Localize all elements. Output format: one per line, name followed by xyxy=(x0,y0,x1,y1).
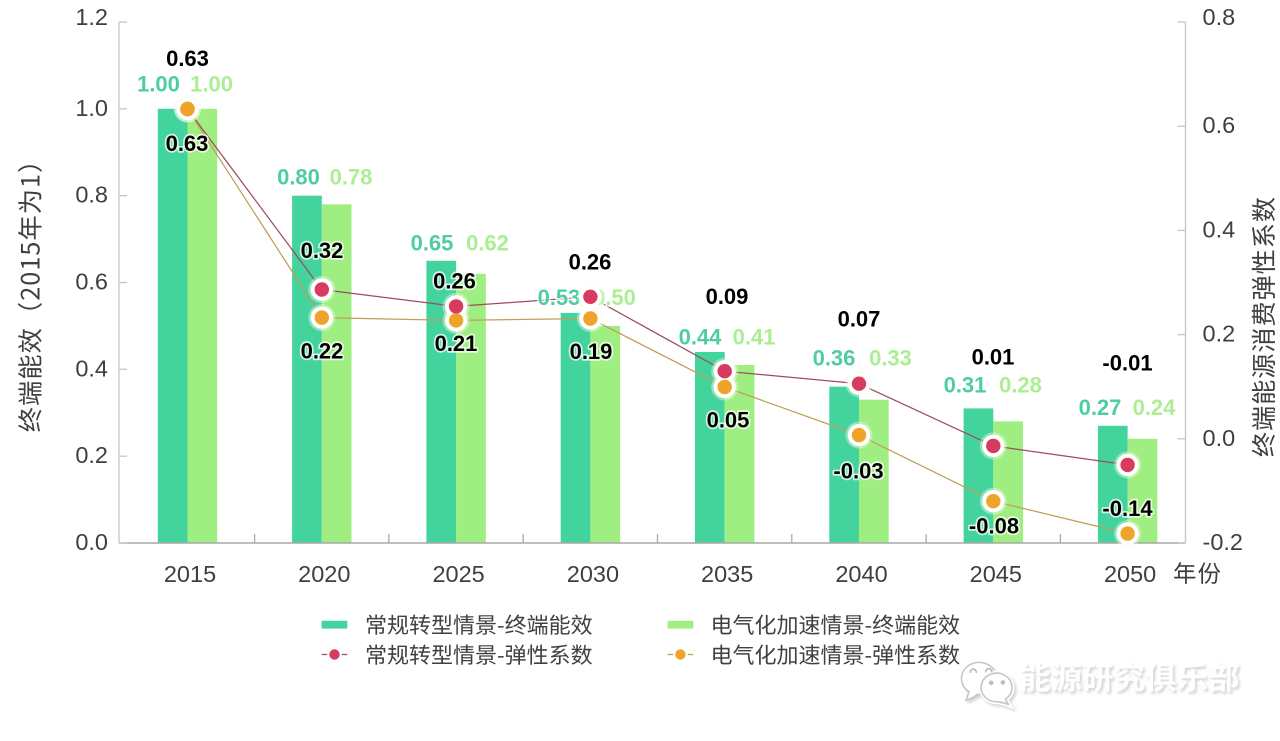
svg-text:0.4: 0.4 xyxy=(75,355,108,381)
svg-text:0.6: 0.6 xyxy=(75,269,108,295)
svg-text:0.44: 0.44 xyxy=(679,325,723,350)
svg-text:0.32: 0.32 xyxy=(301,238,344,263)
svg-text:0.28: 0.28 xyxy=(999,373,1042,398)
svg-text:0.63: 0.63 xyxy=(166,46,209,71)
svg-text:0.36: 0.36 xyxy=(813,346,856,371)
svg-text:1.00: 1.00 xyxy=(137,72,180,97)
svg-text:-0.14: -0.14 xyxy=(1102,496,1153,521)
svg-text:-0.03: -0.03 xyxy=(833,459,883,484)
svg-text:0.31: 0.31 xyxy=(944,373,987,398)
svg-text:0.22: 0.22 xyxy=(301,339,344,364)
svg-text:0.09: 0.09 xyxy=(706,284,749,309)
svg-text:0.2: 0.2 xyxy=(1203,321,1236,347)
svg-text:0.26: 0.26 xyxy=(433,269,476,294)
svg-text:2040: 2040 xyxy=(835,561,887,587)
svg-text:2045: 2045 xyxy=(970,561,1022,587)
svg-text:2015: 2015 xyxy=(164,561,216,587)
svg-text:0.6: 0.6 xyxy=(1203,112,1236,138)
svg-text:0.05: 0.05 xyxy=(707,408,750,433)
svg-text:-0.2: -0.2 xyxy=(1203,529,1244,555)
svg-text:0.01: 0.01 xyxy=(972,345,1015,370)
svg-text:-0.01: -0.01 xyxy=(1102,351,1152,376)
svg-text:2050: 2050 xyxy=(1104,561,1156,587)
svg-text:0.53: 0.53 xyxy=(538,285,581,310)
svg-text:1.0: 1.0 xyxy=(75,95,108,121)
svg-text:0.41: 0.41 xyxy=(733,325,776,350)
svg-text:0.63: 0.63 xyxy=(166,131,209,156)
svg-text:2020: 2020 xyxy=(298,561,350,587)
svg-text:-0.08: -0.08 xyxy=(969,514,1019,539)
svg-text:0.0: 0.0 xyxy=(75,529,108,555)
svg-text:0.27: 0.27 xyxy=(1079,395,1122,420)
svg-text:0.26: 0.26 xyxy=(569,250,612,275)
svg-text:1.2: 1.2 xyxy=(75,4,108,30)
svg-text:0.8: 0.8 xyxy=(75,182,108,208)
svg-text:0.8: 0.8 xyxy=(1203,4,1236,30)
svg-text:0.4: 0.4 xyxy=(1203,216,1236,242)
svg-text:0.2: 0.2 xyxy=(75,442,108,468)
svg-text:0.80: 0.80 xyxy=(277,165,320,190)
svg-text:0.07: 0.07 xyxy=(838,307,881,332)
svg-text:1.00: 1.00 xyxy=(190,72,233,97)
svg-text:0.19: 0.19 xyxy=(570,339,613,364)
svg-text:0.0: 0.0 xyxy=(1203,425,1236,451)
svg-text:0.33: 0.33 xyxy=(869,346,912,371)
svg-text:2030: 2030 xyxy=(567,561,619,587)
svg-text:0.62: 0.62 xyxy=(466,231,509,256)
svg-text:0.24: 0.24 xyxy=(1133,395,1177,420)
svg-text:0.78: 0.78 xyxy=(330,165,373,190)
svg-text:0.65: 0.65 xyxy=(411,231,454,256)
svg-text:2035: 2035 xyxy=(701,561,753,587)
svg-text:0.21: 0.21 xyxy=(435,331,478,356)
svg-text:2025: 2025 xyxy=(432,561,484,587)
